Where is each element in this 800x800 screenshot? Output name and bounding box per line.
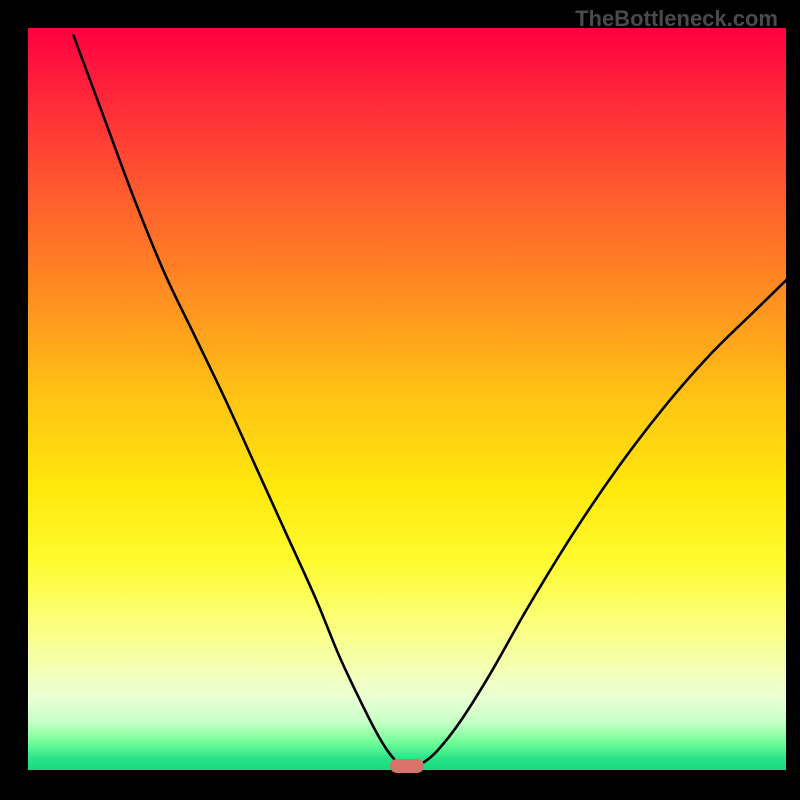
plot-area <box>28 28 786 770</box>
curve-layer <box>28 28 786 770</box>
optimal-point-marker <box>390 759 424 773</box>
chart-container: TheBottleneck.com <box>0 0 800 800</box>
bottleneck-curve <box>73 35 786 767</box>
watermark-text: TheBottleneck.com <box>575 6 778 32</box>
